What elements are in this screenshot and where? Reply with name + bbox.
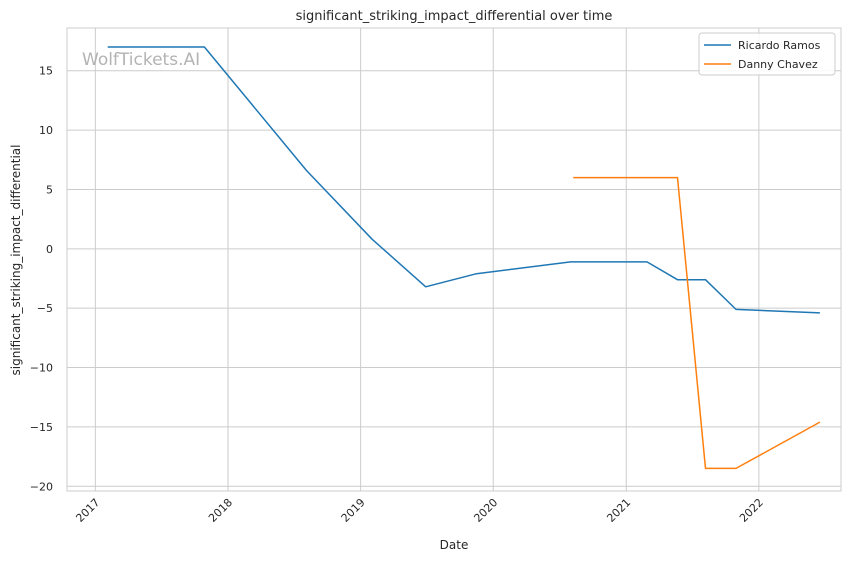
- y-tick-label: −5: [37, 302, 53, 315]
- series-line-danny-chavez: [573, 176, 821, 470]
- x-tick-label: 2021: [604, 496, 633, 525]
- y-axis-label: significant_striking_impact_differential: [9, 145, 23, 376]
- x-tick-label: 2017: [73, 496, 102, 525]
- series-line-ricardo-ramos: [107, 46, 820, 314]
- legend-box: [698, 32, 836, 76]
- legend-label-ricardo-ramos: Ricardo Ramos: [738, 39, 821, 52]
- y-tick-label: −10: [30, 362, 53, 375]
- y-tick-label: −15: [30, 421, 53, 434]
- y-tick-label: 0: [46, 243, 53, 256]
- legend: Ricardo Ramos Danny Chavez: [698, 32, 836, 76]
- grid-lines: [67, 28, 841, 491]
- y-tick-label: −20: [30, 480, 53, 493]
- x-axis-label: Date: [440, 538, 469, 552]
- x-tick-label: 2018: [206, 496, 235, 525]
- y-tick-label: 10: [39, 124, 53, 137]
- x-tick-label: 2019: [339, 496, 368, 525]
- series-lines: [107, 46, 821, 470]
- y-tick-label: 15: [39, 65, 53, 78]
- legend-label-danny-chavez: Danny Chavez: [738, 58, 818, 71]
- y-tick-label: 5: [46, 183, 53, 196]
- chart-title: significant_striking_impact_differential…: [296, 9, 613, 24]
- x-tick-label: 2022: [737, 496, 766, 525]
- plot-area: [66, 27, 842, 492]
- x-tick-label: 2020: [471, 496, 500, 525]
- watermark: WolfTickets.AI: [82, 50, 200, 70]
